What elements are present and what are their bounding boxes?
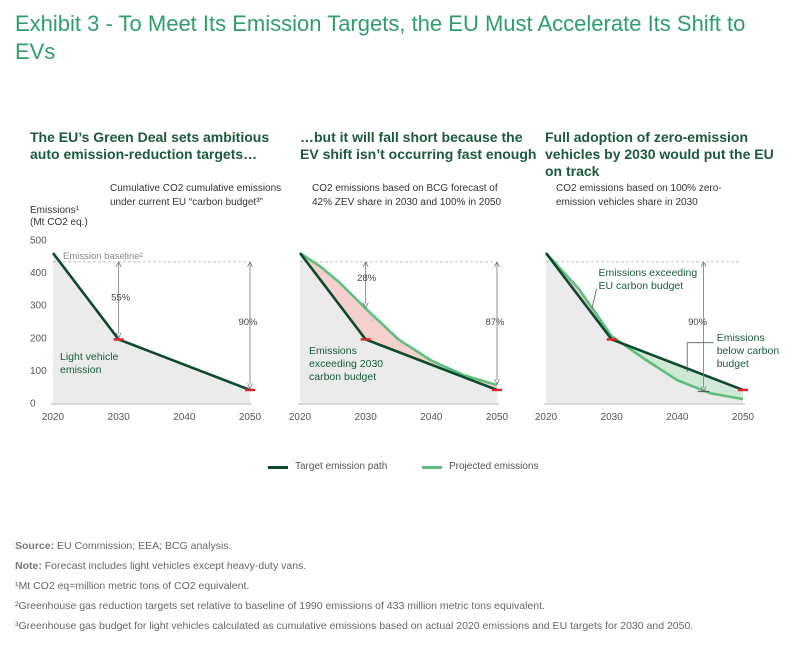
exceeding-2030-label: Emissions exceeding 2030 carbon budget bbox=[309, 345, 383, 383]
projected-emissions-line bbox=[299, 251, 498, 387]
x-tick-label: 2050 bbox=[239, 412, 262, 423]
x-tick-label: 2050 bbox=[732, 412, 755, 423]
panel-2-heading: …but it will fall short because the EV s… bbox=[300, 129, 537, 162]
reduction-arrow-2030-head bbox=[362, 302, 369, 309]
y-tick-label: 100 bbox=[30, 366, 47, 377]
panel-1-subtitle: Cumulative CO2 cumulative emissions unde… bbox=[110, 183, 282, 208]
reduction-arrow-2050-tail bbox=[247, 260, 253, 268]
reduction-arrow-2050-head bbox=[247, 383, 253, 390]
below-budget-label: Emissions below carbon budget bbox=[717, 332, 780, 370]
reduction-pct-2030: 55% bbox=[111, 292, 131, 303]
y-tick-label: 0 bbox=[30, 399, 36, 410]
y-tick-label: 400 bbox=[30, 268, 47, 279]
light-vehicle-label: Light vehicle emission bbox=[60, 351, 119, 376]
reduction-arrow-2030-tail bbox=[362, 260, 369, 268]
legend-label-target: Target emission path bbox=[295, 461, 388, 472]
panel-3-heading: Full adoption of zero-emission vehicles … bbox=[545, 129, 774, 179]
x-tick-label: 2040 bbox=[420, 412, 443, 423]
y-axis-label: Emissions¹ (Mt CO2 eq.) bbox=[30, 205, 88, 228]
panel-3-subtitle: CO2 emissions based on 100% zero-emissio… bbox=[556, 183, 722, 208]
reduction-pct: 90% bbox=[688, 317, 708, 328]
reduction-arrow-2044-tail bbox=[700, 260, 707, 268]
y-tick-label: 500 bbox=[30, 236, 47, 247]
legend-swatch-target bbox=[268, 466, 288, 469]
reduction-pct-2050: 87% bbox=[485, 317, 505, 328]
page-title: Exhibit 3 - To Meet Its Emission Targets… bbox=[15, 11, 746, 64]
footnotes: Source: EU Commission; EEA; BCG analysis… bbox=[15, 538, 785, 638]
x-tick-label: 2030 bbox=[601, 412, 624, 423]
y-tick-label: 300 bbox=[30, 301, 47, 312]
x-tick-label: 2040 bbox=[173, 412, 196, 423]
projected-emissions-line bbox=[545, 252, 744, 401]
legend-label-projected: Projected emissions bbox=[449, 461, 539, 472]
panel-1-heading: The EU’s Green Deal sets ambitious auto … bbox=[30, 129, 270, 162]
budget-area bbox=[300, 253, 497, 403]
note-1: ¹Mt CO2 eq=million metric tons of CO2 eq… bbox=[15, 580, 250, 592]
reduction-pct-2030: 28% bbox=[357, 273, 377, 284]
legend: Target emission path Projected emissions bbox=[0, 460, 800, 476]
below-budget-area bbox=[624, 344, 743, 400]
budget-area bbox=[53, 253, 250, 403]
x-tick-label: 2030 bbox=[108, 412, 131, 423]
reduction-arrow-2030-tail bbox=[115, 260, 122, 268]
reduction-pct-2050: 90% bbox=[238, 317, 258, 328]
x-tick-label: 2020 bbox=[535, 412, 558, 423]
y-tick-label: 200 bbox=[30, 333, 47, 344]
exceeding-pointer bbox=[591, 288, 597, 309]
x-tick-label: 2030 bbox=[355, 412, 378, 423]
note-2: ²Greenhouse gas reduction targets set re… bbox=[15, 600, 545, 612]
panel-2-subtitle: CO2 emissions based on BCG forecast of 4… bbox=[312, 183, 502, 208]
baseline-label: Emission baseline² bbox=[63, 251, 143, 262]
note-source: Source: EU Commission; EEA; BCG analysis… bbox=[15, 540, 232, 552]
x-tick-label: 2050 bbox=[486, 412, 509, 423]
below-pointer bbox=[686, 342, 714, 373]
legend-swatch-projected bbox=[422, 466, 442, 469]
exceeding-budget-label: Emissions exceeding EU carbon budget bbox=[599, 267, 698, 292]
reduction-arrow-2050-tail bbox=[494, 260, 500, 268]
x-tick-label: 2020 bbox=[42, 412, 65, 423]
x-tick-label: 2040 bbox=[666, 412, 689, 423]
x-tick-label: 2020 bbox=[289, 412, 312, 423]
note-forecast: Note: Forecast includes light vehicles e… bbox=[15, 560, 307, 572]
reduction-arrow-2030-head bbox=[115, 332, 122, 339]
note-3: ³Greenhouse gas budget for light vehicle… bbox=[15, 620, 694, 632]
emission-charts: 0 100 200 300 400 500 2020 2030 2040 2050 Emission… bbox=[30, 236, 780, 424]
reduction-arrow-2050-head bbox=[494, 378, 500, 385]
budget-area bbox=[546, 253, 743, 403]
